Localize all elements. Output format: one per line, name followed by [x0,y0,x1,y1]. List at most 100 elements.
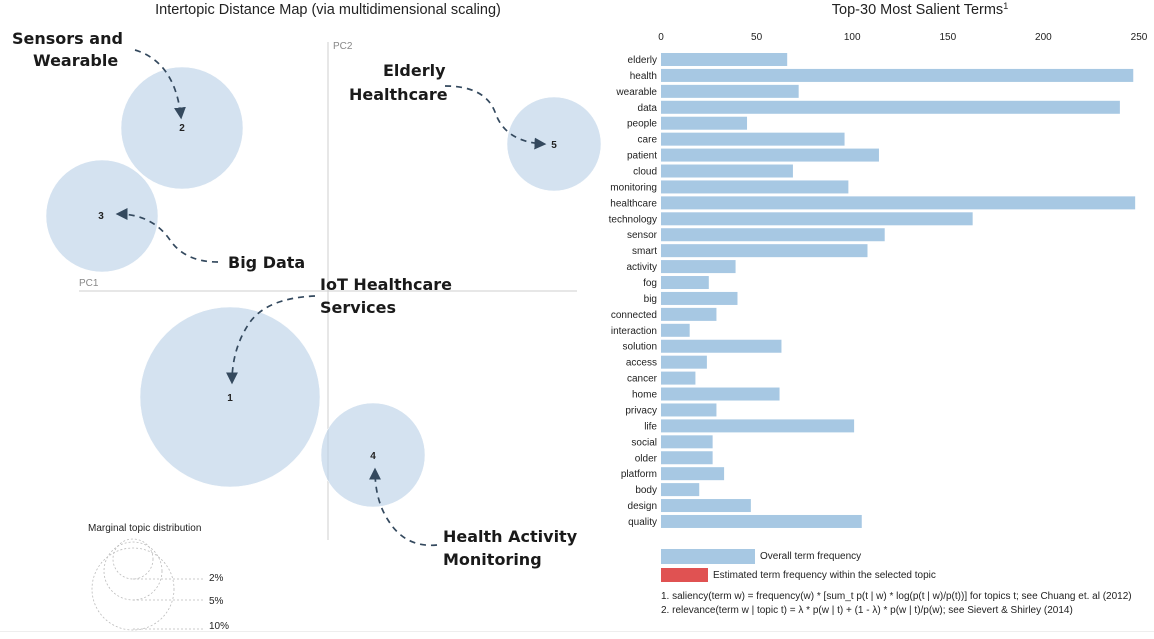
term-label-interaction[interactable]: interaction [611,326,657,337]
bar-elderly[interactable] [661,53,788,66]
term-label-wearable[interactable]: wearable [615,87,657,98]
topic-bubble-5[interactable]: 5 [506,96,602,192]
bar-health[interactable] [661,68,1134,82]
term-label-fog[interactable]: fog [643,278,657,289]
topic-bubble-2[interactable]: 2 [120,66,244,190]
bar-care[interactable] [661,132,845,146]
bar-quality[interactable] [661,514,862,528]
bar-life[interactable] [661,419,855,433]
bar-home[interactable] [661,387,780,401]
salient-terms-chart: Top-30 Most Salient Terms1 0 50 100 150 200 2… [609,1,1148,616]
term-label-people[interactable]: people [627,119,657,130]
legend-swatch-estimated [661,568,708,582]
term-label-access[interactable]: access [626,358,657,369]
term-label-connected[interactable]: connected [611,310,657,321]
topic-bubble-4[interactable]: 4 [320,402,426,508]
annotation-sensors-line2: Wearable [33,51,118,70]
bar-technology[interactable] [661,212,973,226]
term-label-older[interactable]: older [635,453,658,464]
bar-data[interactable] [661,100,1120,114]
bar-healthcare[interactable] [661,196,1136,210]
annotation-iot-line2: Services [320,298,396,317]
x-tick-label: 200 [1035,32,1052,43]
terms-bars: elderly health wearable data people care patie… [609,53,1136,528]
marginal-title: Marginal topic distribution [88,523,201,534]
term-label-solution[interactable]: solution [623,342,657,353]
topic-circle-5[interactable] [506,96,602,192]
term-label-monitoring[interactable]: monitoring [610,182,657,193]
arrow-health-activity [369,467,438,547]
marginal-circle-2pct [112,538,154,580]
bar-interaction[interactable] [661,323,690,337]
topic-bubble-3[interactable]: 3 [45,159,159,273]
bar-wearable[interactable] [661,84,799,98]
pc2-label: PC2 [333,41,353,52]
bar-fog[interactable] [661,276,709,290]
terms-x-axis: 0 50 100 150 200 250 [658,32,1148,43]
arrow-iot-healthcare [226,295,316,385]
term-label-social[interactable]: social [631,437,657,448]
bar-smart[interactable] [661,244,868,258]
term-label-technology[interactable]: technology [609,214,657,225]
term-label-design[interactable]: design [628,501,657,512]
term-label-body[interactable]: body [635,485,657,496]
bar-connected[interactable] [661,307,717,321]
bar-privacy[interactable] [661,403,717,417]
topic-circle-3[interactable] [45,159,159,273]
term-label-data[interactable]: data [638,103,658,114]
bar-access[interactable] [661,355,707,369]
bar-monitoring[interactable] [661,180,849,194]
marginal-label-2pct: 2% [209,573,224,584]
annotation-iot-line1: IoT Healthcare [320,275,452,294]
bar-social[interactable] [661,435,713,449]
bar-patient[interactable] [661,148,879,162]
marginal-circle-5pct [103,541,163,601]
terms-chart-title-text: Top-30 Most Salient Terms [832,2,1003,18]
annotation-activity-line2: Monitoring [443,550,542,569]
topic-number-2: 2 [179,123,185,134]
term-label-elderly[interactable]: elderly [628,55,657,66]
term-label-sensor[interactable]: sensor [627,230,658,241]
term-label-life[interactable]: life [644,421,657,432]
bar-activity[interactable] [661,260,736,274]
topic-circle-2[interactable] [120,66,244,190]
annotation-elderly-line1: Elderly [383,61,446,80]
annotation-big-data: Big Data [228,253,305,272]
terms-chart-title-sup: 1 [1003,1,1008,11]
x-tick-label: 250 [1131,32,1148,43]
topic-circle-1[interactable] [139,306,321,488]
bar-cancer[interactable] [661,371,696,385]
marginal-label-5pct: 5% [209,596,224,607]
x-tick-label: 150 [939,32,956,43]
term-label-patient[interactable]: patient [627,151,657,162]
term-label-smart[interactable]: smart [632,246,657,257]
term-label-health[interactable]: health [630,71,657,82]
bar-body[interactable] [661,483,700,497]
bar-older[interactable] [661,451,713,465]
term-label-care[interactable]: care [638,135,658,146]
topic-bubble-1[interactable]: 1 [139,306,321,488]
term-label-cancer[interactable]: cancer [627,374,658,385]
terms-chart-title: Top-30 Most Salient Terms1 [832,1,1008,18]
term-label-healthcare[interactable]: healthcare [610,198,657,209]
legend-swatch-overall [661,549,755,564]
bar-big[interactable] [661,291,738,305]
bar-design[interactable] [661,499,751,513]
term-label-platform[interactable]: platform [621,469,657,480]
bar-platform[interactable] [661,467,725,481]
marginal-topic-distribution-legend: Marginal topic distribution 2% 5% 10% [88,523,229,632]
arrow-elderly-healthcare [444,85,547,150]
term-label-privacy[interactable]: privacy [625,405,657,416]
term-label-big[interactable]: big [644,294,657,305]
bar-solution[interactable] [661,339,782,353]
term-label-cloud[interactable]: cloud [633,167,657,178]
bar-sensor[interactable] [661,228,885,242]
idm-title: Intertopic Distance Map (via multidimens… [155,2,501,18]
term-label-home[interactable]: home [632,390,657,401]
term-label-activity[interactable]: activity [626,262,657,273]
bar-cloud[interactable] [661,164,793,178]
term-label-quality[interactable]: quality [628,517,657,528]
topic-circle-4[interactable] [320,402,426,508]
bar-people[interactable] [661,116,748,130]
